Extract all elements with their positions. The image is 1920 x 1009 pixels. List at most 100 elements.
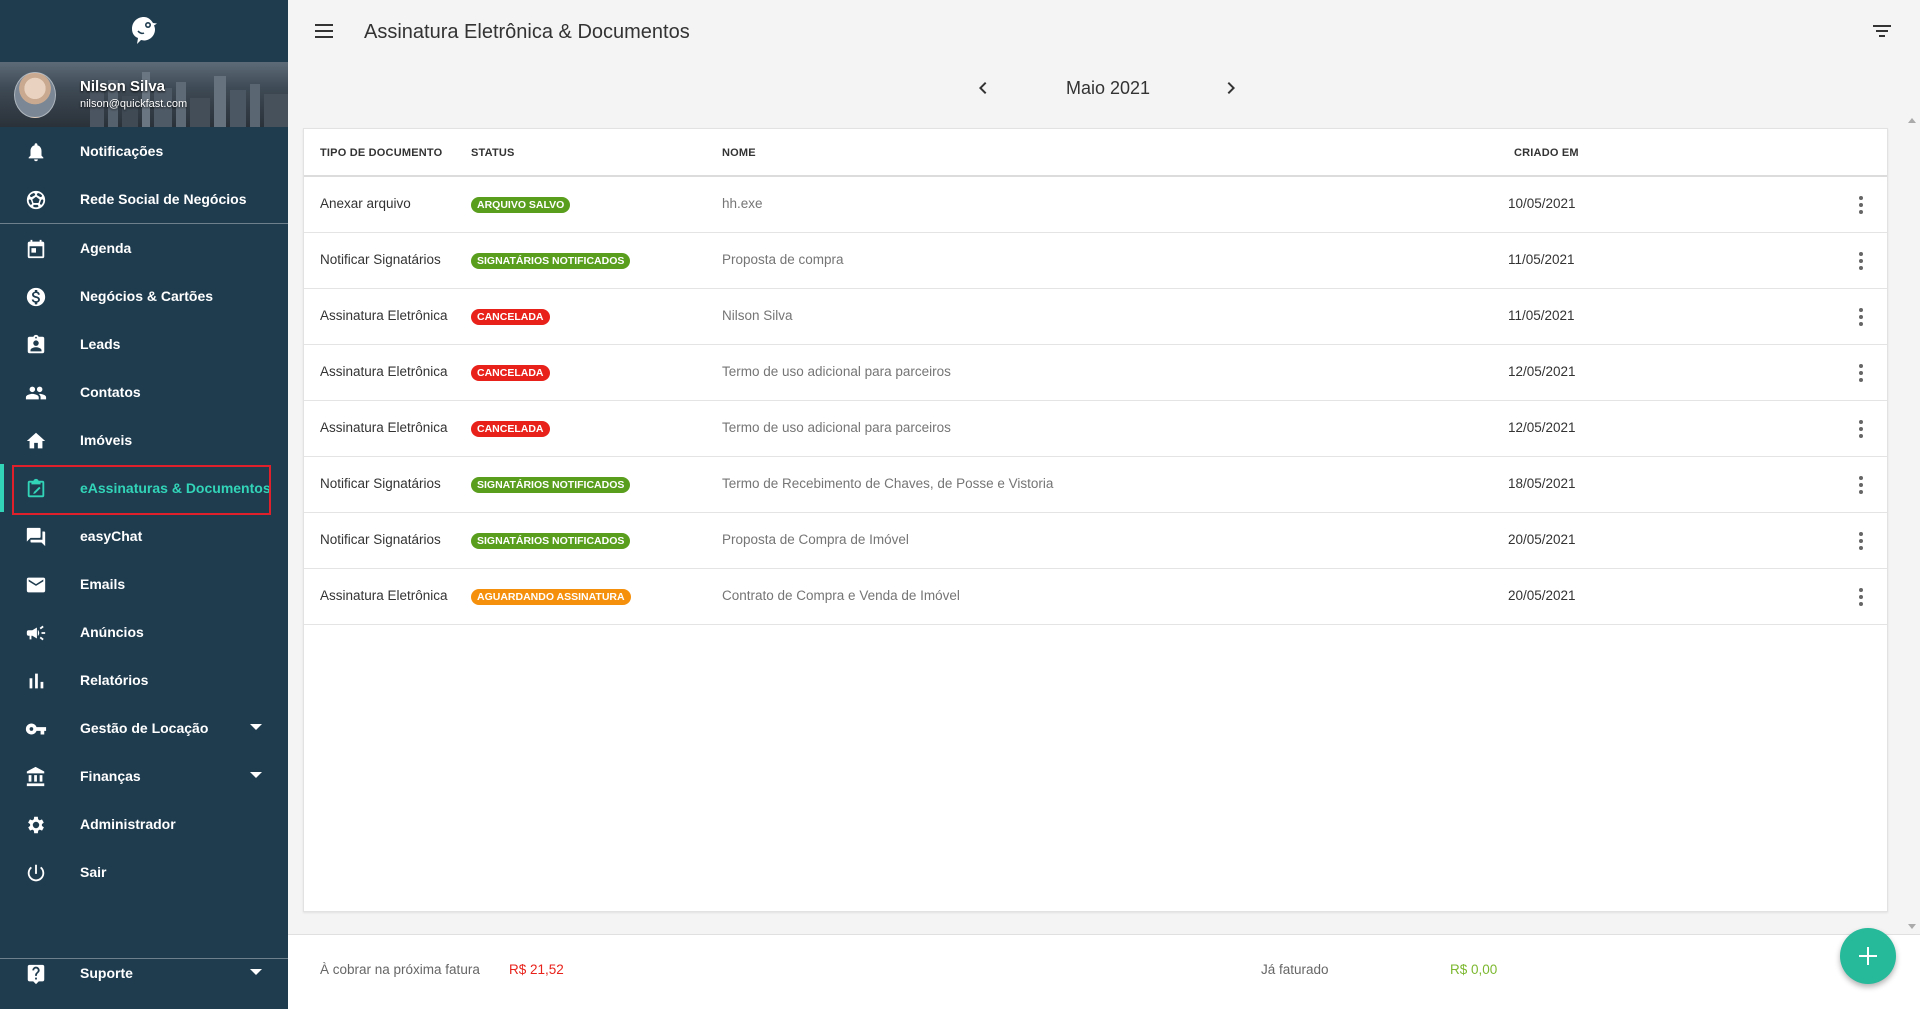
sidebar-item-relatorios[interactable]: Relatórios [0,656,288,704]
sidebar-item-label: Contatos [80,384,141,400]
sidebar-item-imoveis[interactable]: Imóveis [0,416,288,464]
gear-icon [24,813,48,837]
table-body: Anexar arquivo ARQUIVO SALVO hh.exe 10/05/2… [304,177,1887,625]
sidebar-item-sair[interactable]: Sair [0,848,288,896]
page-title: Assinatura Eletrônica & Documentos [364,21,690,43]
mail-icon [24,573,48,597]
sidebar-item-label: Imóveis [80,432,133,448]
chevron-down-icon [250,724,262,730]
table-row[interactable]: Assinatura Eletrônica CANCELADA Termo de u… [304,401,1887,457]
more-vert-icon[interactable] [1851,475,1871,495]
sidebar-item-label: Leads [80,336,121,352]
table-row[interactable]: Notificar Signatários SIGNATÁRIOS NOTIFIC… [304,233,1887,289]
cell-nome: Proposta de compra [722,252,844,267]
more-vert-icon[interactable] [1851,307,1871,327]
calendar-icon [24,237,48,261]
sidebar-item-emails[interactable]: Emails [0,560,288,608]
cell-criado-em: 20/05/2021 [1508,588,1576,603]
sidebar-item-suporte[interactable]: Suporte [0,949,288,997]
pending-billing-value: R$ 21,52 [509,962,564,977]
sidebar-item-financas[interactable]: Finanças [0,752,288,800]
table-row[interactable]: Anexar arquivo ARQUIVO SALVO hh.exe 10/05/2… [304,177,1887,233]
city-skyline-background [90,72,288,127]
cell-criado-em: 12/05/2021 [1508,420,1576,435]
status-badge: SIGNATÁRIOS NOTIFICADOS [471,477,631,493]
sidebar-item-administrador[interactable]: Administrador [0,800,288,848]
more-vert-icon[interactable] [1851,531,1871,551]
cell-nome: hh.exe [722,196,763,211]
status-badge: SIGNATÁRIOS NOTIFICADOS [471,533,631,549]
sidebar-item-eassinaturas[interactable]: eAssinaturas & Documentos [0,464,288,512]
people-icon [24,381,48,405]
cell-criado-em: 10/05/2021 [1508,196,1576,211]
pending-billing-label: À cobrar na próxima fatura [320,962,480,977]
sidebar-item-label: Emails [80,576,126,592]
user-profile[interactable]: Nilson Silva nilson@quickfast.com [0,62,288,127]
table-row[interactable]: Assinatura Eletrônica CANCELADA Termo de u… [304,345,1887,401]
table-row[interactable]: Assinatura Eletrônica CANCELADA Nilson Sil… [304,289,1887,345]
cell-tipo: Assinatura Eletrônica [320,364,448,379]
add-document-button[interactable] [1840,928,1896,984]
cell-nome: Termo de uso adicional para parceiros [722,364,951,379]
clipboard-account-icon [24,333,48,357]
month-label: Maio 2021 [1065,78,1151,98]
sidebar-item-anuncios[interactable]: Anúncios [0,608,288,656]
chevron-right-icon[interactable] [1219,76,1243,100]
nav-divider [0,958,288,959]
top-bar: Assinatura Eletrônica & Documentos [288,0,1920,64]
status-badge: ARQUIVO SALVO [471,197,571,213]
sidebar-item-label: Gestão de Locação [80,720,209,736]
chevron-left-icon[interactable] [971,76,995,100]
sidebar-item-rede-social[interactable]: Rede Social de Negócios [0,175,288,223]
table-row[interactable]: Notificar Signatários SIGNATÁRIOS NOTIFIC… [304,513,1887,569]
cell-nome: Contrato de Compra e Venda de Imóvel [722,588,960,603]
cell-nome: Nilson Silva [722,308,793,323]
status-badge: CANCELADA [471,421,550,437]
menu-icon[interactable] [312,20,336,44]
sidebar-item-negocios[interactable]: Negócios & Cartões [0,272,288,320]
table-row[interactable]: Assinatura Eletrônica AGUARDANDO ASSINATU… [304,569,1887,625]
sidebar-item-label: Sair [80,864,107,880]
sidebar-item-label: Notificações [80,143,164,159]
column-header-criado-em[interactable]: CRIADO EM [1514,147,1579,159]
cell-nome: Termo de uso adicional para parceiros [722,420,951,435]
sidebar-item-label: Finanças [80,768,141,784]
filter-icon[interactable] [1870,22,1894,46]
sidebar-item-label: Anúncios [80,624,144,640]
signature-icon [24,477,48,501]
column-header-nome[interactable]: NOME [722,147,756,159]
sidebar-item-label: Suporte [80,965,133,981]
sidebar-item-agenda[interactable]: Agenda [0,224,288,272]
column-header-tipo[interactable]: TIPO DE DOCUMENTO [320,147,443,159]
sidebar-item-leads[interactable]: Leads [0,320,288,368]
sidebar-item-label: Rede Social de Negócios [80,191,247,207]
sidebar-item-contatos[interactable]: Contatos [0,368,288,416]
cell-tipo: Notificar Signatários [320,532,441,547]
cell-tipo: Assinatura Eletrônica [320,588,448,603]
more-vert-icon[interactable] [1851,587,1871,607]
support-section: Suporte [0,949,288,997]
scroll-up-arrow[interactable] [1908,118,1916,123]
sidebar-item-gestao-locacao[interactable]: Gestão de Locação [0,704,288,752]
soccer-ball-icon [24,188,48,212]
sidebar-item-label: easyChat [80,528,143,544]
scroll-down-arrow[interactable] [1908,924,1916,929]
sidebar-item-easychat[interactable]: easyChat [0,512,288,560]
more-vert-icon[interactable] [1851,419,1871,439]
cell-tipo: Assinatura Eletrônica [320,308,448,323]
sidebar-item-notificacoes[interactable]: Notificações [0,127,288,175]
megaphone-icon [24,621,48,645]
more-vert-icon[interactable] [1851,195,1871,215]
more-vert-icon[interactable] [1851,251,1871,271]
sidebar-nav: Notificações Rede Social de Negócios [0,127,288,223]
more-vert-icon[interactable] [1851,363,1871,383]
table-row[interactable]: Notificar Signatários SIGNATÁRIOS NOTIFIC… [304,457,1887,513]
billed-label: Já faturado [1261,962,1329,977]
sidebar-item-label: Administrador [80,816,176,832]
column-header-status[interactable]: STATUS [471,147,515,159]
avatar[interactable] [14,72,56,118]
cell-criado-em: 11/05/2021 [1508,252,1575,267]
cell-nome: Termo de Recebimento de Chaves, de Posse… [722,476,1054,491]
sidebar-item-label: eAssinaturas & Documentos [80,480,271,496]
app-logo[interactable] [0,0,288,62]
